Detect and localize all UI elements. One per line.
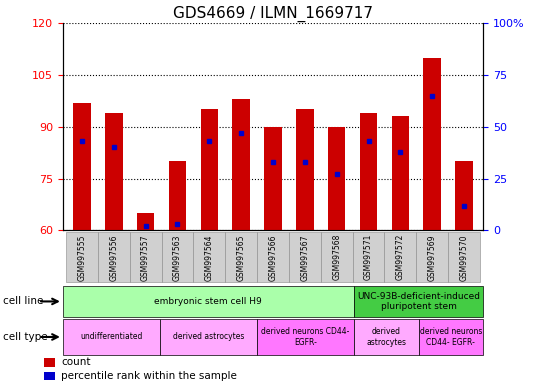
Bar	[257, 232, 289, 282]
Text: GSM997571: GSM997571	[364, 234, 373, 280]
Text: GSM997568: GSM997568	[332, 234, 341, 280]
Text: embryonic stem cell H9: embryonic stem cell H9	[155, 297, 262, 306]
Text: derived neurons
CD44- EGFR-: derived neurons CD44- EGFR-	[420, 327, 482, 347]
Text: GSM997565: GSM997565	[236, 234, 246, 281]
Bar	[289, 232, 321, 282]
Bar	[98, 232, 130, 282]
Bar	[264, 127, 282, 230]
Bar	[354, 286, 483, 317]
Text: GSM997566: GSM997566	[269, 234, 277, 281]
Text: percentile rank within the sample: percentile rank within the sample	[61, 371, 237, 381]
Bar	[169, 161, 186, 230]
Text: derived astrocytes: derived astrocytes	[173, 333, 244, 341]
Bar	[44, 358, 55, 367]
Bar	[225, 232, 257, 282]
Text: GSM997572: GSM997572	[396, 234, 405, 280]
Bar	[130, 232, 162, 282]
Text: GSM997570: GSM997570	[460, 234, 468, 281]
Bar	[354, 319, 419, 355]
Bar	[73, 103, 91, 230]
Bar	[233, 99, 250, 230]
Bar	[424, 58, 441, 230]
Bar	[160, 319, 257, 355]
Text: derived
astrocytes: derived astrocytes	[366, 327, 406, 347]
Bar	[105, 113, 122, 230]
Bar	[448, 232, 480, 282]
Bar	[137, 213, 155, 230]
Text: GSM997569: GSM997569	[428, 234, 437, 281]
Bar	[66, 232, 98, 282]
Bar	[416, 232, 448, 282]
Title: GDS4669 / ILMN_1669717: GDS4669 / ILMN_1669717	[173, 5, 373, 22]
Bar	[419, 319, 483, 355]
Bar	[162, 232, 193, 282]
Bar	[296, 109, 313, 230]
Text: cell line: cell line	[3, 296, 43, 306]
Bar	[63, 286, 354, 317]
Text: GSM997564: GSM997564	[205, 234, 214, 281]
Text: derived neurons CD44-
EGFR-: derived neurons CD44- EGFR-	[261, 327, 349, 347]
Text: GSM997555: GSM997555	[78, 234, 86, 281]
Bar	[360, 113, 377, 230]
Text: cell type: cell type	[3, 332, 48, 342]
Bar	[384, 232, 417, 282]
Bar	[391, 116, 409, 230]
Bar	[63, 319, 160, 355]
Bar	[455, 161, 473, 230]
Bar	[193, 232, 225, 282]
Bar	[321, 232, 353, 282]
Bar	[44, 372, 55, 380]
Bar	[328, 127, 346, 230]
Bar	[257, 319, 354, 355]
Text: GSM997557: GSM997557	[141, 234, 150, 281]
Text: UNC-93B-deficient-induced
pluripotent stem: UNC-93B-deficient-induced pluripotent st…	[357, 292, 480, 311]
Bar	[200, 109, 218, 230]
Text: GSM997567: GSM997567	[300, 234, 310, 281]
Text: GSM997563: GSM997563	[173, 234, 182, 281]
Bar	[353, 232, 384, 282]
Text: count: count	[61, 358, 91, 367]
Text: GSM997556: GSM997556	[109, 234, 118, 281]
Text: undifferentiated: undifferentiated	[80, 333, 143, 341]
